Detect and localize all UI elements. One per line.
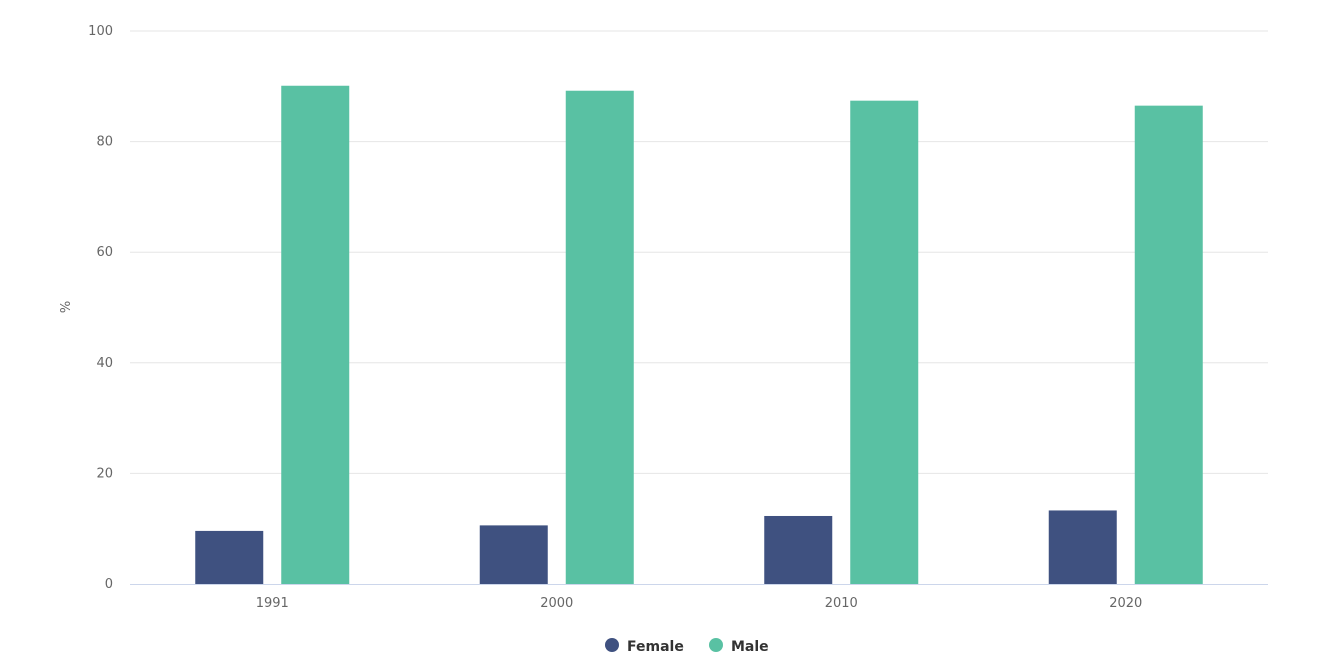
bar-male-2020 [1134, 105, 1203, 584]
x-axis-tick-labels: 1991 2000 2010 2020 [256, 596, 1143, 611]
y-tick-label: 40 [96, 356, 113, 371]
legend: Female Male [605, 638, 769, 655]
legend-label: Male [731, 639, 769, 655]
y-tick-label: 100 [88, 24, 113, 39]
y-axis-tick-labels: 0 20 40 60 80 100 [88, 24, 113, 592]
y-tick-label: 80 [96, 135, 113, 150]
bars [195, 85, 1203, 584]
bar-female-2000 [479, 525, 548, 584]
legend-marker-icon [605, 638, 619, 652]
legend-label: Female [627, 639, 684, 655]
x-tick-label: 1991 [256, 596, 289, 611]
y-tick-label: 60 [96, 245, 113, 260]
bar-male-2010 [850, 100, 919, 584]
x-tick-label: 2000 [540, 596, 573, 611]
x-tick-label: 2010 [825, 596, 858, 611]
bar-female-2010 [764, 515, 833, 584]
y-axis-title: % [59, 301, 74, 313]
bar-male-2000 [565, 90, 634, 584]
y-tick-label: 20 [96, 466, 113, 481]
legend-marker-icon [709, 638, 723, 652]
legend-item-male[interactable]: Male [709, 638, 769, 655]
legend-item-female[interactable]: Female [605, 638, 684, 655]
x-tick-label: 2020 [1109, 596, 1142, 611]
bar-female-2020 [1048, 510, 1117, 584]
bar-male-1991 [281, 85, 350, 584]
bar-female-1991 [195, 530, 264, 584]
y-tick-label: 0 [105, 577, 113, 592]
